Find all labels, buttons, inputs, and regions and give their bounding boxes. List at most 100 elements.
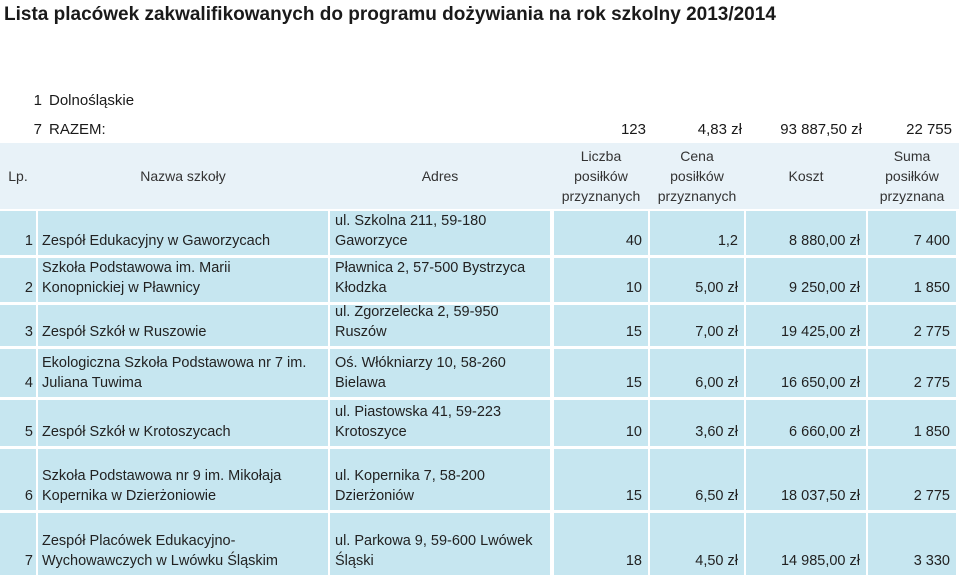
row-liczba-value: 10: [625, 280, 642, 296]
row-address-line: Gaworzyce: [335, 233, 408, 249]
row-lp: 1: [0, 211, 36, 255]
row-school-name: Zespół Edukacyjny w Gaworzycach: [38, 211, 328, 255]
row-cena-value: 4,50 zł: [695, 553, 738, 569]
row-school-name-line: Zespół Szkół w Krotoszycach: [42, 424, 231, 440]
row-liczba-value: 18: [625, 553, 642, 569]
row-liczba-value: 15: [625, 375, 642, 391]
row-lp: 6: [0, 449, 36, 510]
row-cena: 3,60 zł: [650, 400, 744, 446]
header-adres: Adres: [421, 168, 459, 184]
row-address-line: Bielawa: [335, 375, 386, 391]
row-school-name-line: Wychowawczych w Lwówku Śląskim: [42, 553, 278, 569]
table-row: 4 Ekologiczna Szkoła Podstawowa nr 7 im. J…: [0, 349, 959, 397]
row-school-name-line: Juliana Tuwima: [42, 375, 142, 391]
row-address-line: Kłodzka: [335, 280, 387, 296]
row-cena-value: 6,00 zł: [695, 375, 738, 391]
row-school-name: Zespół Szkół w Ruszowie: [38, 305, 328, 346]
header-liczba: Liczba posiłków przyznanych: [554, 143, 648, 209]
region-name: Dolnośląskie: [49, 92, 135, 109]
row-suma: 2 775: [868, 349, 956, 397]
table-row: 6 Szkoła Podstawowa nr 9 im. Mikołaja Kope…: [0, 449, 959, 510]
row-school-name-line: Kopernika w Dzierżoniowie: [42, 488, 217, 504]
row-school-name-line: Szkoła Podstawowa im. Marii: [42, 260, 231, 276]
row-liczba: 10: [554, 400, 648, 446]
row-cena: 4,50 zł: [650, 513, 744, 575]
header-liczba-line2: posiłków: [574, 168, 628, 184]
row-school-name-line: Szkoła Podstawowa nr 9 im. Mikołaja: [42, 468, 282, 484]
row-liczba: 40: [554, 211, 648, 255]
row-school-name: Szkoła Podstawowa im. Marii Konopnickiej …: [38, 258, 328, 302]
row-liczba-value: 15: [625, 488, 642, 504]
row-address: ul. Szkolna 211, 59-180 Gaworzyce: [330, 211, 550, 255]
header-nazwa: Nazwa szkoły: [140, 168, 226, 184]
row-suma-value: 7 400: [913, 233, 950, 249]
total-suma: 22 755: [906, 121, 952, 138]
row-liczba: 10: [554, 258, 648, 302]
row-suma-value: 1 850: [913, 424, 950, 440]
row-lp-text: 2: [24, 280, 33, 296]
row-koszt: 18 037,50 zł: [746, 449, 866, 510]
row-cena-value: 1,2: [717, 233, 738, 249]
row-address-line: Dzierżoniów: [335, 488, 414, 504]
row-address: Oś. Włókniarzy 10, 58-260 Bielawa: [330, 349, 550, 397]
row-school-name: Ekologiczna Szkoła Podstawowa nr 7 im. Ju…: [38, 349, 328, 397]
row-school-name: Szkoła Podstawowa nr 9 im. Mikołaja Koper…: [38, 449, 328, 510]
row-koszt-value: 16 650,00 zł: [780, 375, 860, 391]
row-school-name-line: Zespół Placówek Edukacyjno-: [42, 533, 236, 549]
row-lp-text: 3: [24, 324, 33, 340]
row-school-name-line: Zespół Szkół w Ruszowie: [42, 324, 207, 340]
row-liczba: 15: [554, 349, 648, 397]
page-title: Lista placówek zakwalifikowanych do prog…: [4, 4, 776, 25]
row-address-line: Pławnica 2, 57-500 Bystrzyca: [335, 260, 526, 276]
total-koszt: 93 887,50 zł: [780, 121, 862, 138]
row-koszt: 8 880,00 zł: [746, 211, 866, 255]
row-liczba-value: 10: [625, 424, 642, 440]
row-suma-value: 3 330: [913, 553, 950, 569]
row-cena-value: 7,00 zł: [695, 324, 738, 340]
row-address-line: Śląski: [335, 553, 374, 569]
header-lp: Lp.: [8, 168, 28, 184]
table-header: [0, 143, 959, 209]
row-liczba: 15: [554, 305, 648, 346]
row-school-name-line: Ekologiczna Szkoła Podstawowa nr 7 im.: [42, 355, 307, 371]
row-address-line: ul. Zgorzelecka 2, 59-950: [335, 304, 499, 320]
row-liczba: 15: [554, 449, 648, 510]
table-row: 2 Szkoła Podstawowa im. Marii Konopnickiej…: [0, 258, 959, 302]
row-suma: 1 850: [868, 258, 956, 302]
header-cena-line2: posiłków: [670, 168, 724, 184]
row-koszt-value: 14 985,00 zł: [780, 553, 860, 569]
table-row: 7 Zespół Placówek Edukacyjno- Wychowawczyc…: [0, 513, 959, 575]
row-koszt: 14 985,00 zł: [746, 513, 866, 575]
row-koszt-value: 19 425,00 zł: [780, 324, 860, 340]
row-koszt: 19 425,00 zł: [746, 305, 866, 346]
row-suma-value: 2 775: [913, 488, 950, 504]
total-liczba: 123: [620, 121, 646, 138]
row-lp-text: 7: [24, 553, 33, 569]
row-school-name: Zespół Szkół w Krotoszycach: [38, 400, 328, 446]
row-cena: 5,00 zł: [650, 258, 744, 302]
row-address-line: Oś. Włókniarzy 10, 58-260: [335, 355, 506, 371]
row-suma-value: 2 775: [913, 324, 950, 340]
table-row: 5 Zespół Szkół w Krotoszycach ul. Piastows…: [0, 400, 959, 446]
header-cena: Cena posiłków przyznanych: [650, 143, 744, 209]
total-count: 7: [33, 121, 42, 138]
row-address-line: Krotoszyce: [335, 424, 407, 440]
row-lp-text: 1: [24, 233, 33, 249]
header-cena-line3: przyznanych: [657, 188, 737, 204]
row-address: ul. Parkowa 9, 59-600 Lwówek Śląski: [330, 513, 550, 575]
row-liczba-value: 40: [625, 233, 642, 249]
row-koszt-value: 6 660,00 zł: [789, 424, 860, 440]
row-cena: 1,2: [650, 211, 744, 255]
header-suma-line3: przyznana: [879, 188, 945, 204]
row-school-name-line: Konopnickiej w Pławnicy: [42, 280, 200, 296]
row-address: Pławnica 2, 57-500 Bystrzyca Kłodzka: [330, 258, 550, 302]
row-suma-value: 1 850: [913, 280, 950, 296]
header-liczba-line1: Liczba: [580, 148, 622, 164]
header-suma-line2: posiłków: [885, 168, 939, 184]
row-address: ul. Zgorzelecka 2, 59-950 Ruszów: [330, 304, 550, 346]
total-label: RAZEM:: [49, 121, 106, 138]
table-row: 3 Zespół Szkół w Ruszowie ul. Zgorzelecka …: [0, 304, 959, 346]
row-cena-value: 3,60 zł: [695, 424, 738, 440]
row-lp: 4: [0, 349, 36, 397]
row-lp: 2: [0, 258, 36, 302]
